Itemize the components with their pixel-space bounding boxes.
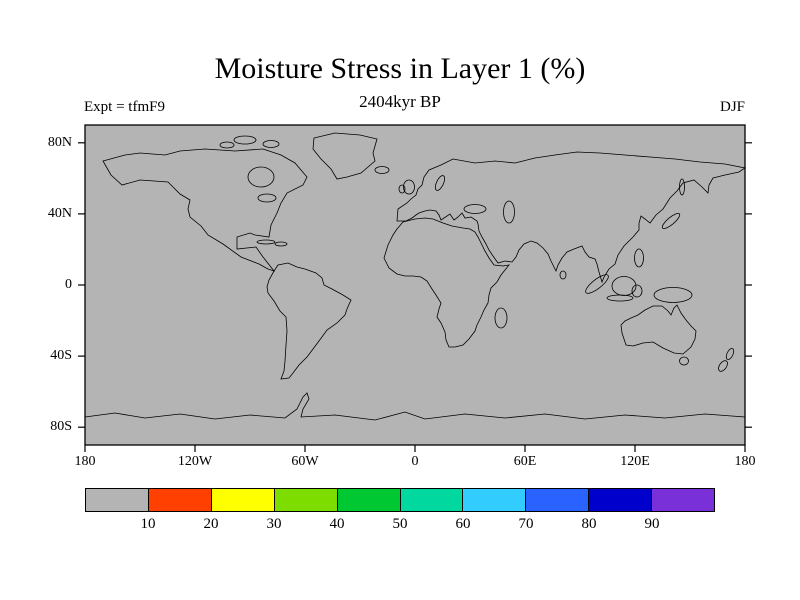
colorbar-segment [210, 489, 274, 511]
lon-tick-label: 180 [734, 454, 756, 469]
lon-tick-label: 120E [620, 454, 650, 469]
plot-subtitle: 2404kyr BP [359, 92, 441, 111]
colorbar-segment [651, 489, 715, 511]
colorbar-label: 40 [329, 516, 345, 532]
colorbar-segment [86, 489, 148, 511]
colorbar [85, 488, 715, 512]
colorbar-label: 70 [518, 516, 534, 532]
lat-tick-label: 80S [50, 419, 72, 434]
colorbar-label: 90 [644, 516, 660, 532]
colorbar-label: 50 [392, 516, 408, 532]
lat-tick-label: 40N [47, 206, 72, 221]
colorbar-label: 60 [455, 516, 471, 532]
caspian-sea [503, 200, 515, 224]
colorbar-label: 80 [581, 516, 597, 532]
colorbar-segment [336, 489, 400, 511]
lon-tick-label: 180 [74, 454, 96, 469]
lon-tick-label: 60W [291, 454, 319, 469]
colorbar-label: 30 [266, 516, 282, 532]
inland-seas [247, 166, 515, 224]
plot-title: Moisture Stress in Layer 1 (%) [214, 52, 586, 85]
lat-tick-label: 40S [50, 348, 72, 363]
lon-tick-label: 120W [177, 454, 213, 469]
experiment-label: Expt = tfmF9 [84, 99, 165, 115]
world-map-canvas [78, 124, 752, 452]
axis-ticks [78, 142, 752, 452]
black-sea [463, 204, 487, 214]
lon-tick-label: 0 [411, 454, 419, 469]
baltic-sea [434, 175, 446, 191]
colorbar-segment [462, 489, 526, 511]
colorbar-segment [588, 489, 652, 511]
lat-tick-label: 0 [65, 277, 72, 292]
colorbar-label: 20 [203, 516, 219, 532]
lon-tick-label: 60E [513, 454, 537, 469]
great-lakes [257, 193, 277, 203]
colorbar-segment [399, 489, 463, 511]
ocean-background [85, 125, 745, 445]
colorbar-label: 10 [140, 516, 156, 532]
colorbar-segment [525, 489, 589, 511]
colorbar-labels: 10 20 30 40 50 60 70 80 90 [85, 516, 715, 534]
colorbar-segment [147, 489, 211, 511]
lat-tick-label: 80N [47, 135, 72, 150]
map-frame [84, 124, 746, 446]
colorbar-segment [273, 489, 337, 511]
hudson-bay [247, 166, 275, 188]
season-label: DJF [719, 99, 745, 115]
